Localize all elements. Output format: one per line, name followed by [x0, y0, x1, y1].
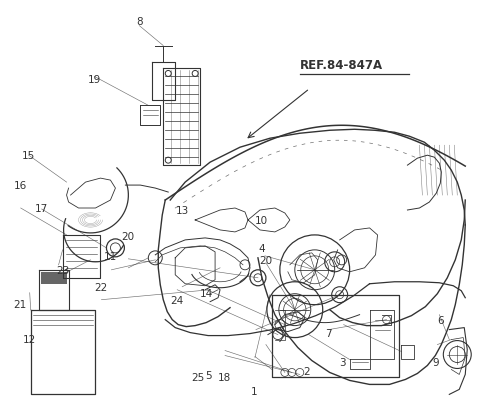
Text: 2: 2 [304, 367, 310, 377]
Text: 8: 8 [136, 17, 143, 26]
Text: 25: 25 [191, 373, 204, 383]
Text: 19: 19 [87, 75, 101, 85]
Text: REF.84-847A: REF.84-847A [300, 59, 383, 72]
Text: 3: 3 [339, 358, 346, 368]
Text: 15: 15 [22, 150, 35, 161]
Text: 20: 20 [260, 256, 273, 266]
Text: 17: 17 [35, 204, 48, 214]
Text: 1: 1 [251, 387, 258, 397]
Text: 20: 20 [121, 232, 134, 242]
Text: 24: 24 [170, 296, 183, 306]
Text: 18: 18 [218, 373, 231, 383]
Text: 16: 16 [14, 181, 27, 191]
Text: 21: 21 [13, 300, 26, 310]
Text: 10: 10 [255, 217, 268, 227]
Text: 23: 23 [56, 267, 70, 276]
Text: 4: 4 [258, 244, 265, 254]
Text: 22: 22 [95, 283, 108, 293]
Text: 5: 5 [205, 371, 212, 381]
Text: 14: 14 [200, 289, 213, 299]
Text: 11: 11 [104, 252, 118, 262]
Text: 9: 9 [433, 358, 440, 368]
Text: 12: 12 [23, 335, 36, 345]
Bar [41, 272, 67, 284]
Text: 13: 13 [176, 206, 189, 216]
Text: 7: 7 [325, 329, 332, 339]
Text: 6: 6 [438, 316, 444, 326]
